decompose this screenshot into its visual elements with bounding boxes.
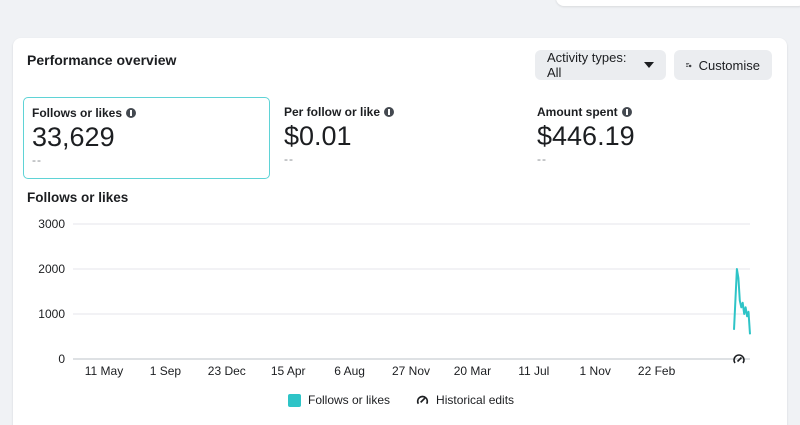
historical-edits-icon [416,395,429,404]
customise-label: Customise [698,57,760,73]
top-bar [0,0,800,8]
x-tick-label: 15 Apr [271,364,306,378]
metric-amount-spent[interactable]: Amount spent $446.19 -- [529,97,769,179]
activity-types-dropdown[interactable]: Activity types: All [535,50,666,80]
metric-label: Per follow or like [284,105,508,119]
info-icon[interactable] [384,107,395,117]
customise-icon [686,63,692,68]
metric-label-text: Follows or likes [32,106,123,120]
metric-label-text: Per follow or like [284,105,381,119]
y-tick-label: 3000 [38,217,65,231]
card-title: Performance overview [27,52,177,68]
x-tick-label: 23 Dec [208,364,246,378]
chart-legend: Follows or likes Historical edits [288,393,540,407]
x-tick-label: 6 Aug [334,364,365,378]
metric-label: Follows or likes [32,106,261,120]
activity-types-label: Activity types: All [547,50,627,80]
caret-down-icon [644,62,654,68]
y-tick-label: 2000 [38,262,65,276]
x-tick-label: 11 Jul [518,364,549,378]
line-chart: 0 1000 2000 3000 11 May 1 Sep 23 Dec 15 Apr 6 Au… [38,217,751,378]
metric-label: Amount spent [537,105,761,119]
legend-label: Follows or likes [308,393,391,407]
legend-label: Historical edits [436,393,515,407]
customise-button[interactable]: Customise [674,50,772,80]
historical-edit-icon [733,354,745,364]
info-icon[interactable] [621,107,632,117]
historical-edit-marker [733,354,745,364]
metric-comparison: -- [32,153,42,167]
y-tick-label: 1000 [38,307,65,321]
metric-per-follow-or-like[interactable]: Per follow or like $0.01 -- [276,97,516,179]
info-icon[interactable] [126,108,137,118]
x-tick-label: 11 May [85,364,123,378]
historical-edit-needle [736,356,743,363]
x-tick-label: 1 Nov [580,364,611,378]
metric-comparison: -- [284,152,294,166]
chart-title: Follows or likes [27,190,129,205]
legend-item-follows[interactable]: Follows or likes [288,393,390,407]
metric-comparison: -- [537,152,547,166]
metric-value: $0.01 [284,121,352,151]
x-tick-label: 27 Nov [392,364,430,378]
legend-swatch [288,393,301,407]
series-line-follows-or-likes [733,268,751,335]
metric-value: $446.19 [537,121,635,151]
performance-overview-card: Performance overview Activity types: All… [13,38,787,425]
x-tick-label: 22 Feb [638,364,676,378]
metric-follows-or-likes[interactable]: Follows or likes 33,629 -- [23,97,270,179]
metric-value: 33,629 [32,122,115,152]
x-tick-label: 1 Sep [150,364,182,378]
y-tick-label: 0 [58,352,65,366]
x-tick-label: 20 Mar [454,364,491,378]
metric-label-text: Amount spent [537,105,618,119]
legend-item-historical-edits[interactable]: Historical edits [416,393,514,407]
top-bar-pill [556,0,800,6]
